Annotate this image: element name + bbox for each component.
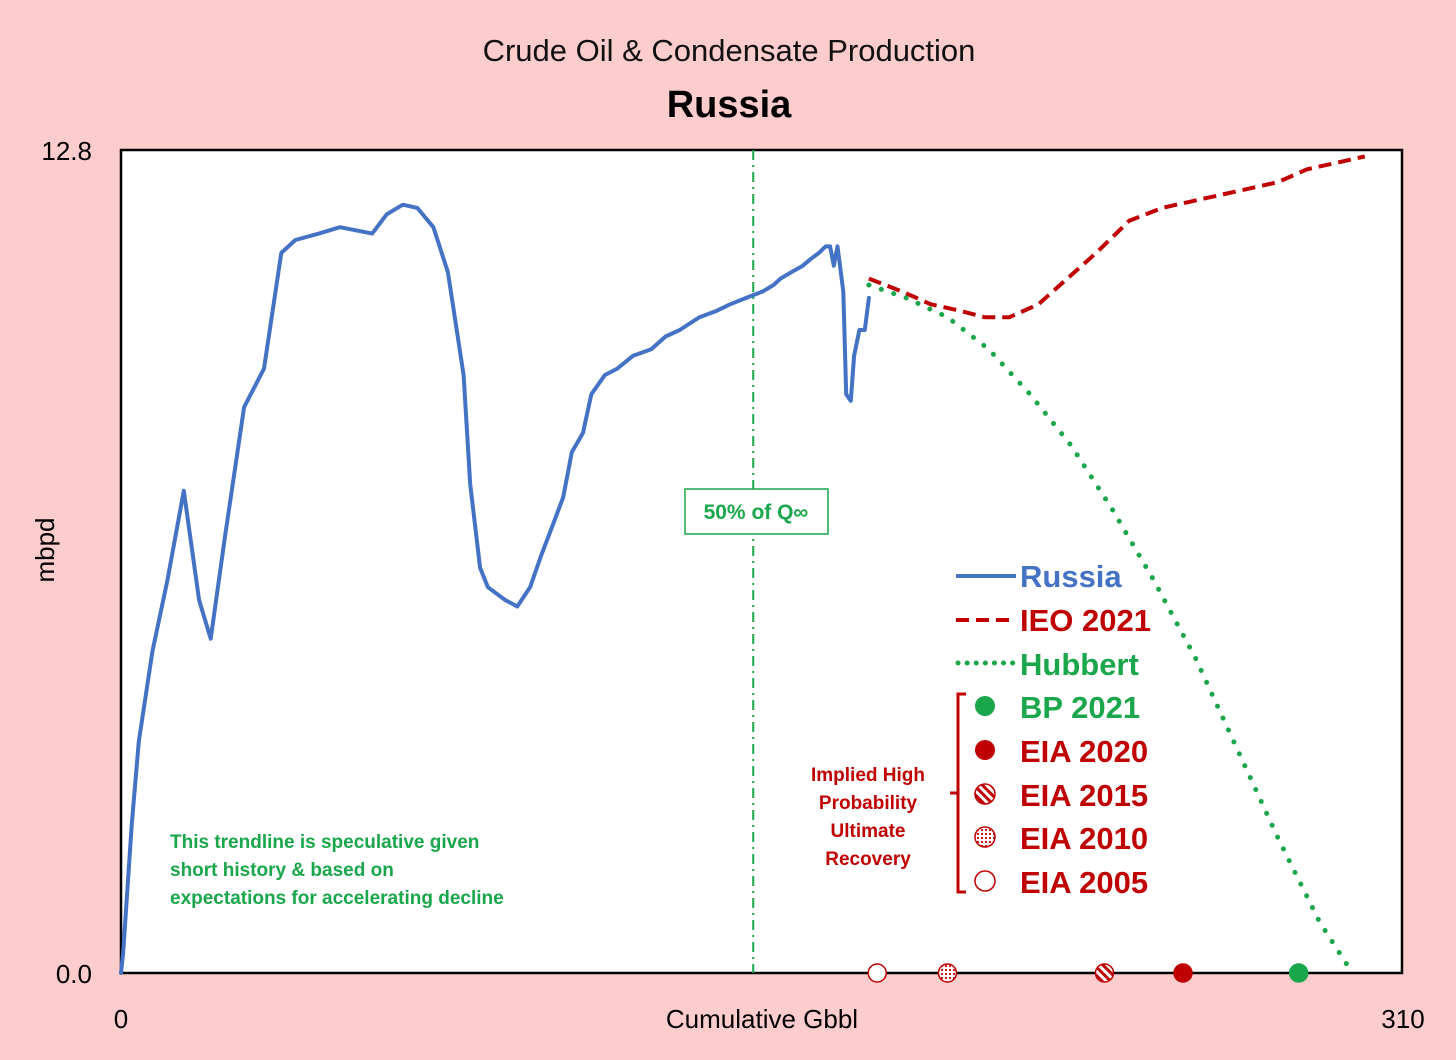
legend-label-ieo: IEO 2021 — [1020, 603, 1151, 638]
chart-title: Crude Oil & Condensate Production — [483, 33, 976, 68]
bracket-note: Implied High Probability Ultimate Recove… — [811, 692, 966, 894]
legend-swatch-eia-2020 — [975, 740, 995, 760]
legend: Russia IEO 2021 Hubbert BP 2021 EIA 2020… — [955, 559, 1151, 900]
hubbert-note: This trendline is speculative given shor… — [170, 832, 504, 909]
y-tick-top: 12.8 — [41, 136, 92, 166]
legend-swatch-bp-2021 — [975, 696, 995, 716]
legend-swatch-eia-2015 — [974, 783, 996, 805]
plot-area — [119, 148, 1404, 975]
x-axis-label: Cumulative Gbbl — [666, 1004, 858, 1034]
bracket-note-line-1: Implied High — [811, 765, 925, 786]
marker-eia-2015 — [1094, 963, 1115, 983]
legend-swatch-eia-2005 — [974, 870, 996, 892]
x-tick-right: 310 — [1381, 1004, 1424, 1034]
bracket-note-line-3: Ultimate — [831, 821, 906, 842]
legend-label-bp-2021: BP 2021 — [1020, 690, 1140, 725]
legend-swatch-eia-2010 — [974, 826, 996, 848]
hubbert-note-line-2: short history & based on — [170, 860, 394, 881]
half-ultimate-recovery-box — [684, 488, 829, 535]
y-axis-label: mbpd — [30, 517, 60, 582]
bracket-note-line-4: Recovery — [825, 849, 911, 870]
legend-label-eia-2020: EIA 2020 — [1020, 734, 1148, 769]
legend-label-hubbert: Hubbert — [1020, 647, 1139, 682]
marker-eia-2020 — [1173, 963, 1193, 983]
series-line-russia — [119, 202, 871, 975]
half-ultimate-recovery-label: 50% of Q∞ — [704, 501, 809, 524]
marker-bp-2021 — [1288, 963, 1309, 983]
legend-label-russia: Russia — [1020, 559, 1122, 594]
legend-label-eia-2015: EIA 2015 — [1020, 778, 1148, 813]
legend-bracket — [950, 692, 966, 894]
hubbert-note-line-3: expectations for accelerating decline — [170, 888, 504, 909]
series-line-ieo-2021 — [868, 154, 1366, 320]
marker-eia-2005 — [867, 963, 887, 983]
hubbert-note-line-1: This trendline is speculative given — [170, 832, 479, 853]
legend-label-eia-2010: EIA 2010 — [1020, 821, 1148, 856]
series-line-hubbert — [866, 282, 1351, 970]
y-tick-bottom: 0.0 — [56, 959, 92, 989]
bracket-note-line-2: Probability — [819, 793, 918, 814]
marker-eia-2010 — [937, 963, 958, 983]
legend-label-eia-2005: EIA 2005 — [1020, 865, 1148, 900]
chart-subtitle: Russia — [667, 84, 792, 126]
x-tick-left: 0 — [114, 1004, 128, 1034]
